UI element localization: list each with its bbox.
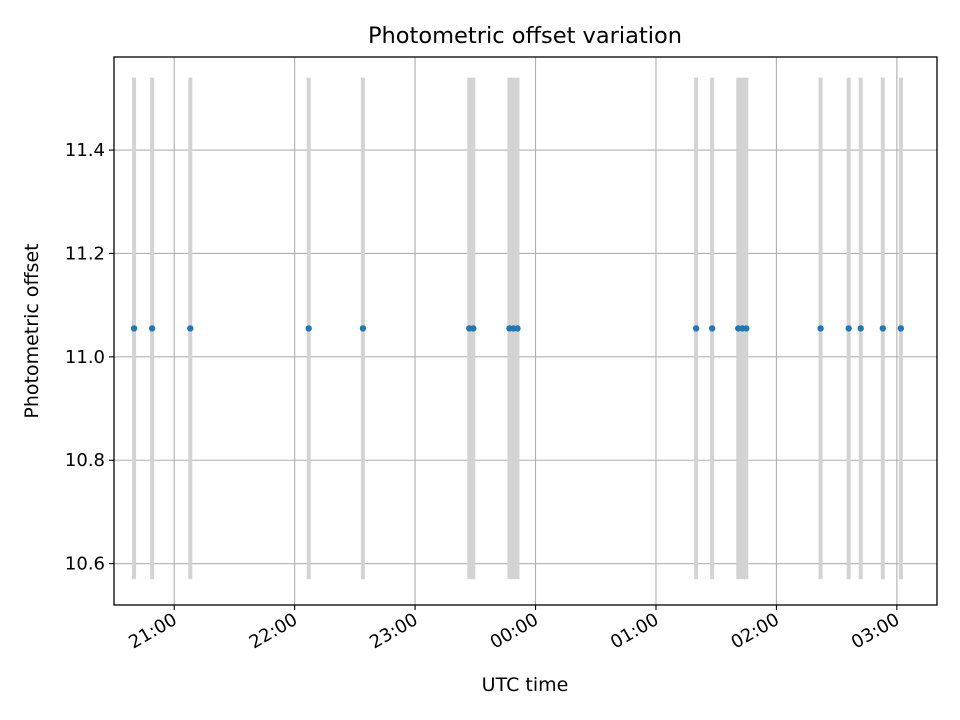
plot-area — [114, 57, 937, 605]
data-point — [743, 325, 750, 332]
data-point — [470, 325, 477, 332]
data-point — [857, 325, 864, 332]
data-point — [359, 325, 367, 332]
y-tick-label: 11.4 — [65, 140, 105, 161]
chart-title: Photometric offset variation — [368, 23, 682, 49]
y-tick-label: 10.8 — [65, 450, 105, 471]
y-tick-label: 11.2 — [65, 243, 105, 264]
x-axis-label: UTC time — [482, 674, 569, 696]
data-point — [708, 325, 716, 332]
data-point — [148, 325, 156, 332]
y-tick-label: 10.6 — [65, 554, 105, 575]
data-point — [879, 325, 887, 332]
grid — [114, 57, 937, 605]
y-axis-label: Photometric offset — [21, 243, 43, 418]
data-point — [187, 325, 194, 332]
data-point — [692, 325, 700, 332]
data-point — [514, 325, 521, 332]
data-point — [817, 325, 824, 332]
data-point — [305, 325, 312, 332]
data-point — [845, 325, 852, 332]
y-axis: 10.6 10.8 11.0 11.2 11.4 — [65, 140, 114, 575]
plot-frame — [113, 56, 938, 606]
data-point — [897, 325, 905, 332]
data-point — [130, 325, 138, 332]
y-tick-label: 11.0 — [65, 347, 105, 368]
data-points — [130, 325, 905, 332]
